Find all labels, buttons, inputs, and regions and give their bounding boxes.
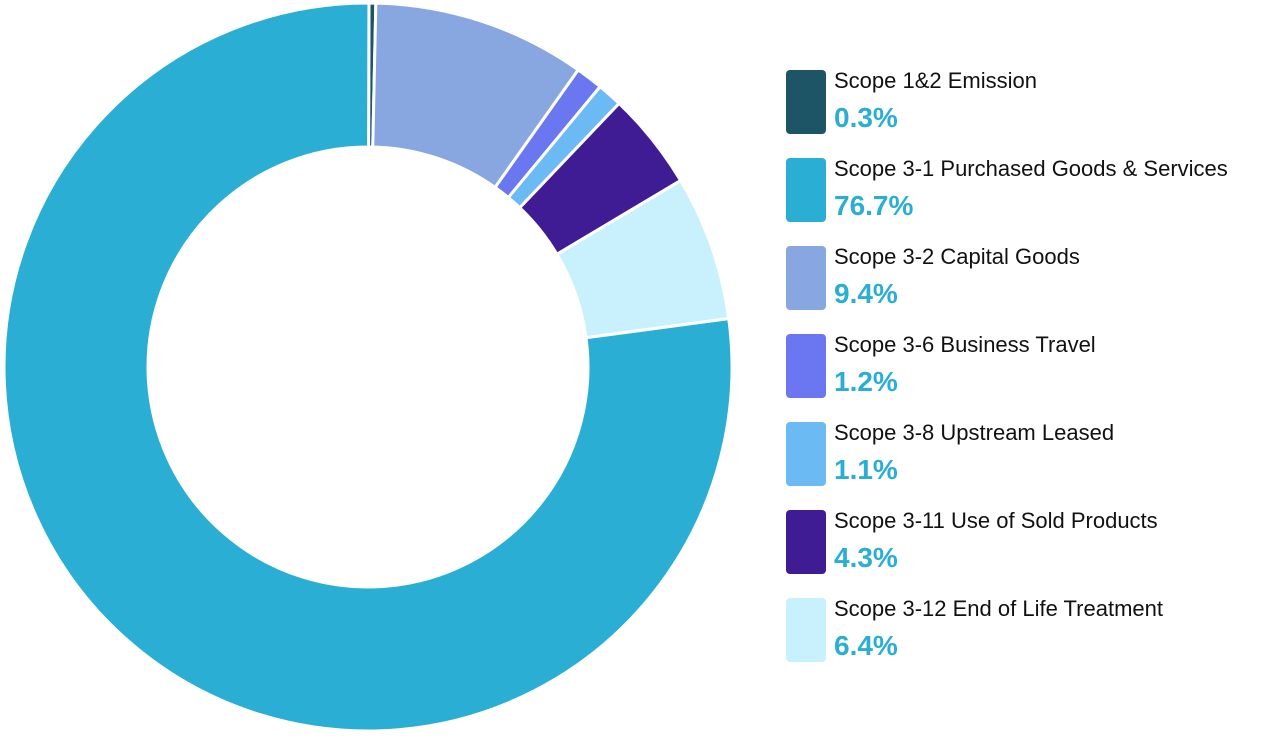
donut-chart	[2, 1, 734, 733]
legend-label: Scope 3-11 Use of Sold Products	[834, 508, 1158, 533]
legend-swatch	[786, 158, 826, 222]
legend-value: 1.2%	[834, 366, 898, 397]
legend-value: 0.3%	[834, 102, 898, 133]
legend-label: Scope 3-6 Business Travel	[834, 332, 1096, 357]
legend-label: Scope 3-8 Upstream Leased	[834, 420, 1115, 445]
legend-item-scope-3-12: Scope 3-12 End of Life Treatment 6.4%	[786, 594, 1276, 682]
legend-item-scope-3-2: Scope 3-2 Capital Goods 9.4%	[786, 242, 1276, 330]
legend-value: 1.1%	[834, 454, 898, 485]
legend-swatch	[786, 598, 826, 662]
legend-swatch	[786, 246, 826, 310]
chart-legend: Scope 1&2 Emission 0.3% Scope 3-1 Purcha…	[786, 66, 1276, 682]
legend-item-scope-1-2: Scope 1&2 Emission 0.3%	[786, 66, 1276, 154]
legend-item-scope-3-6: Scope 3-6 Business Travel 1.2%	[786, 330, 1276, 418]
legend-value: 4.3%	[834, 542, 898, 573]
legend-value: 76.7%	[834, 190, 914, 221]
legend-item-scope-3-11: Scope 3-11 Use of Sold Products 4.3%	[786, 506, 1276, 594]
legend-swatch	[786, 510, 826, 574]
legend-swatch	[786, 70, 826, 134]
legend-label: Scope 3-2 Capital Goods	[834, 244, 1080, 269]
legend-value: 9.4%	[834, 278, 898, 309]
legend-item-scope-3-8: Scope 3-8 Upstream Leased 1.1%	[786, 418, 1276, 506]
legend-label: Scope 3-1 Purchased Goods & Services	[834, 156, 1228, 181]
legend-value: 6.4%	[834, 630, 898, 661]
legend-label: Scope 3-12 End of Life Treatment	[834, 596, 1163, 621]
legend-swatch	[786, 334, 826, 398]
legend-swatch	[786, 422, 826, 486]
legend-label: Scope 1&2 Emission	[834, 68, 1037, 93]
legend-item-scope-3-1: Scope 3-1 Purchased Goods & Services 76.…	[786, 154, 1276, 242]
slice-scope-3-1-purchased-goods-services	[2, 1, 734, 733]
